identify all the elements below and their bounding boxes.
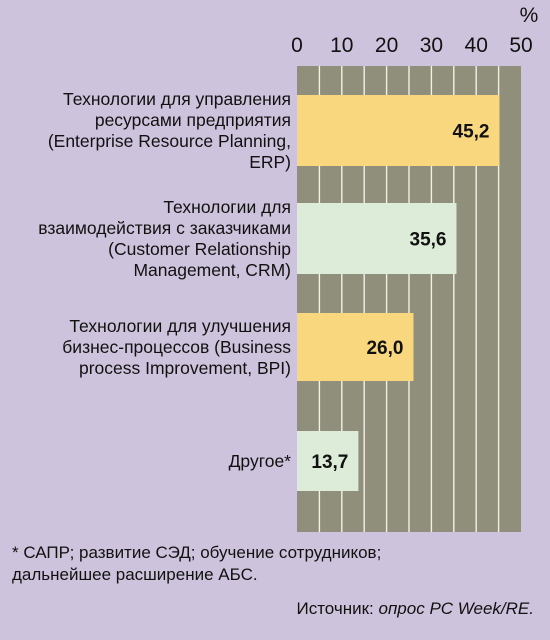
category-label: Management, CRM) — [133, 260, 291, 280]
source-note: Источник: опрос PC Week/RE. — [296, 599, 534, 619]
bar-value-label: 13,7 — [311, 452, 348, 473]
category-label: бизнес-процессов (Business — [62, 337, 291, 357]
footnote: * САПР; развитие СЭД; обучение сотрудник… — [12, 543, 382, 584]
x-tick-label: 20 — [375, 34, 398, 57]
x-tick-label: 40 — [465, 34, 488, 57]
category-label: Другое* — [229, 451, 292, 471]
x-tick-label: 0 — [291, 34, 303, 57]
category-label: (Enterprise Resource Planning, — [48, 131, 291, 151]
category-label: Технологии для — [163, 197, 291, 217]
bar-chart: 0 10 20 30 40 50% 45,2 Технологии для управлени… — [38, 4, 539, 532]
bar-value-label: 26,0 — [366, 338, 403, 359]
bar — [297, 203, 457, 274]
category-label: ресурсами предприятия — [95, 110, 291, 130]
source-text: опрос PC Week/RE. — [378, 599, 535, 618]
bar — [297, 431, 359, 491]
bar — [297, 95, 500, 166]
category-label: ERP) — [249, 152, 291, 172]
category-label: process Improvement, BPI) — [79, 358, 291, 378]
source-prefix: Источник: — [296, 599, 379, 618]
bar-value-label: 45,2 — [453, 122, 490, 143]
category-label: Технологии для управления — [63, 89, 291, 109]
category-label: (Customer Relationship — [108, 239, 291, 259]
x-tick-label: 50 — [509, 34, 532, 57]
category-label: Технологии для улучшения — [69, 316, 291, 336]
bar — [297, 313, 414, 381]
x-tick-label: 30 — [420, 34, 443, 57]
x-tick-label: 10 — [330, 34, 353, 57]
unit-label: % — [520, 4, 539, 27]
category-label: взаимодействия с заказчиками — [38, 218, 291, 238]
bar-value-label: 35,6 — [410, 230, 447, 251]
